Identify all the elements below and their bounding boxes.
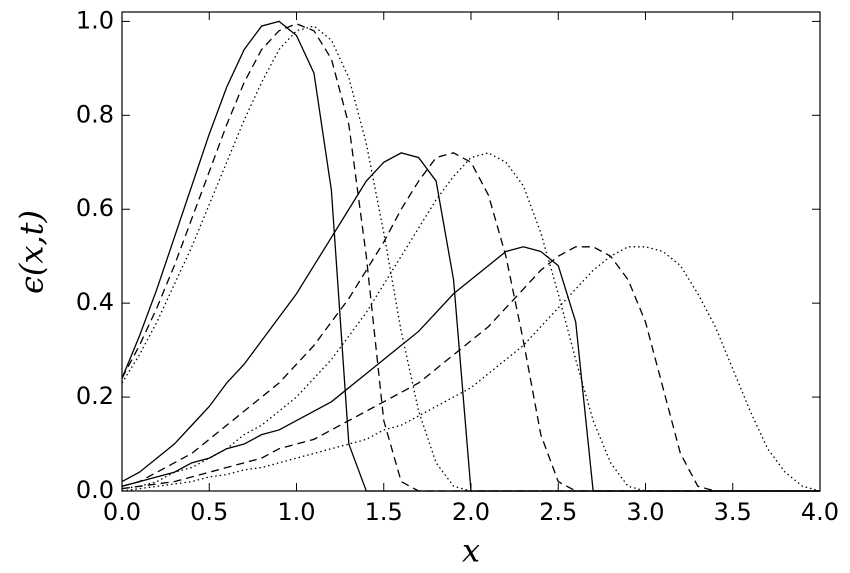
- y-tick-label: 0.2: [76, 382, 114, 410]
- y-tick-label: 0.6: [76, 194, 114, 222]
- series-line: [121, 152, 820, 492]
- x-tick-label: 1.5: [365, 498, 403, 526]
- x-tick-label: 2.0: [452, 498, 490, 526]
- x-tick-label: 2.5: [539, 498, 577, 526]
- plot-frame: [121, 11, 821, 492]
- series-line: [121, 23, 820, 492]
- series-line: [121, 246, 820, 492]
- series-line: [121, 152, 820, 492]
- series-line: [121, 246, 820, 492]
- y-tick-label: 0.0: [76, 476, 114, 504]
- series-line: [121, 20, 820, 492]
- y-tick-label: 0.8: [76, 100, 114, 128]
- x-tick-label: 0.5: [190, 498, 228, 526]
- x-tick-label: 4.0: [801, 498, 839, 526]
- x-tick-label: 3.5: [714, 498, 752, 526]
- series-line: [121, 246, 821, 492]
- y-tick-label: 1.0: [76, 6, 114, 34]
- y-axis-label: ϵ(x,t): [13, 210, 51, 294]
- x-axis-label: x: [462, 532, 480, 570]
- x-tick-label: 1.0: [277, 498, 315, 526]
- series-line: [121, 25, 820, 492]
- series-line: [121, 152, 820, 492]
- y-tick-label: 0.4: [76, 288, 114, 316]
- x-tick-label: 3.0: [626, 498, 664, 526]
- x-tick-label: 0.0: [103, 498, 141, 526]
